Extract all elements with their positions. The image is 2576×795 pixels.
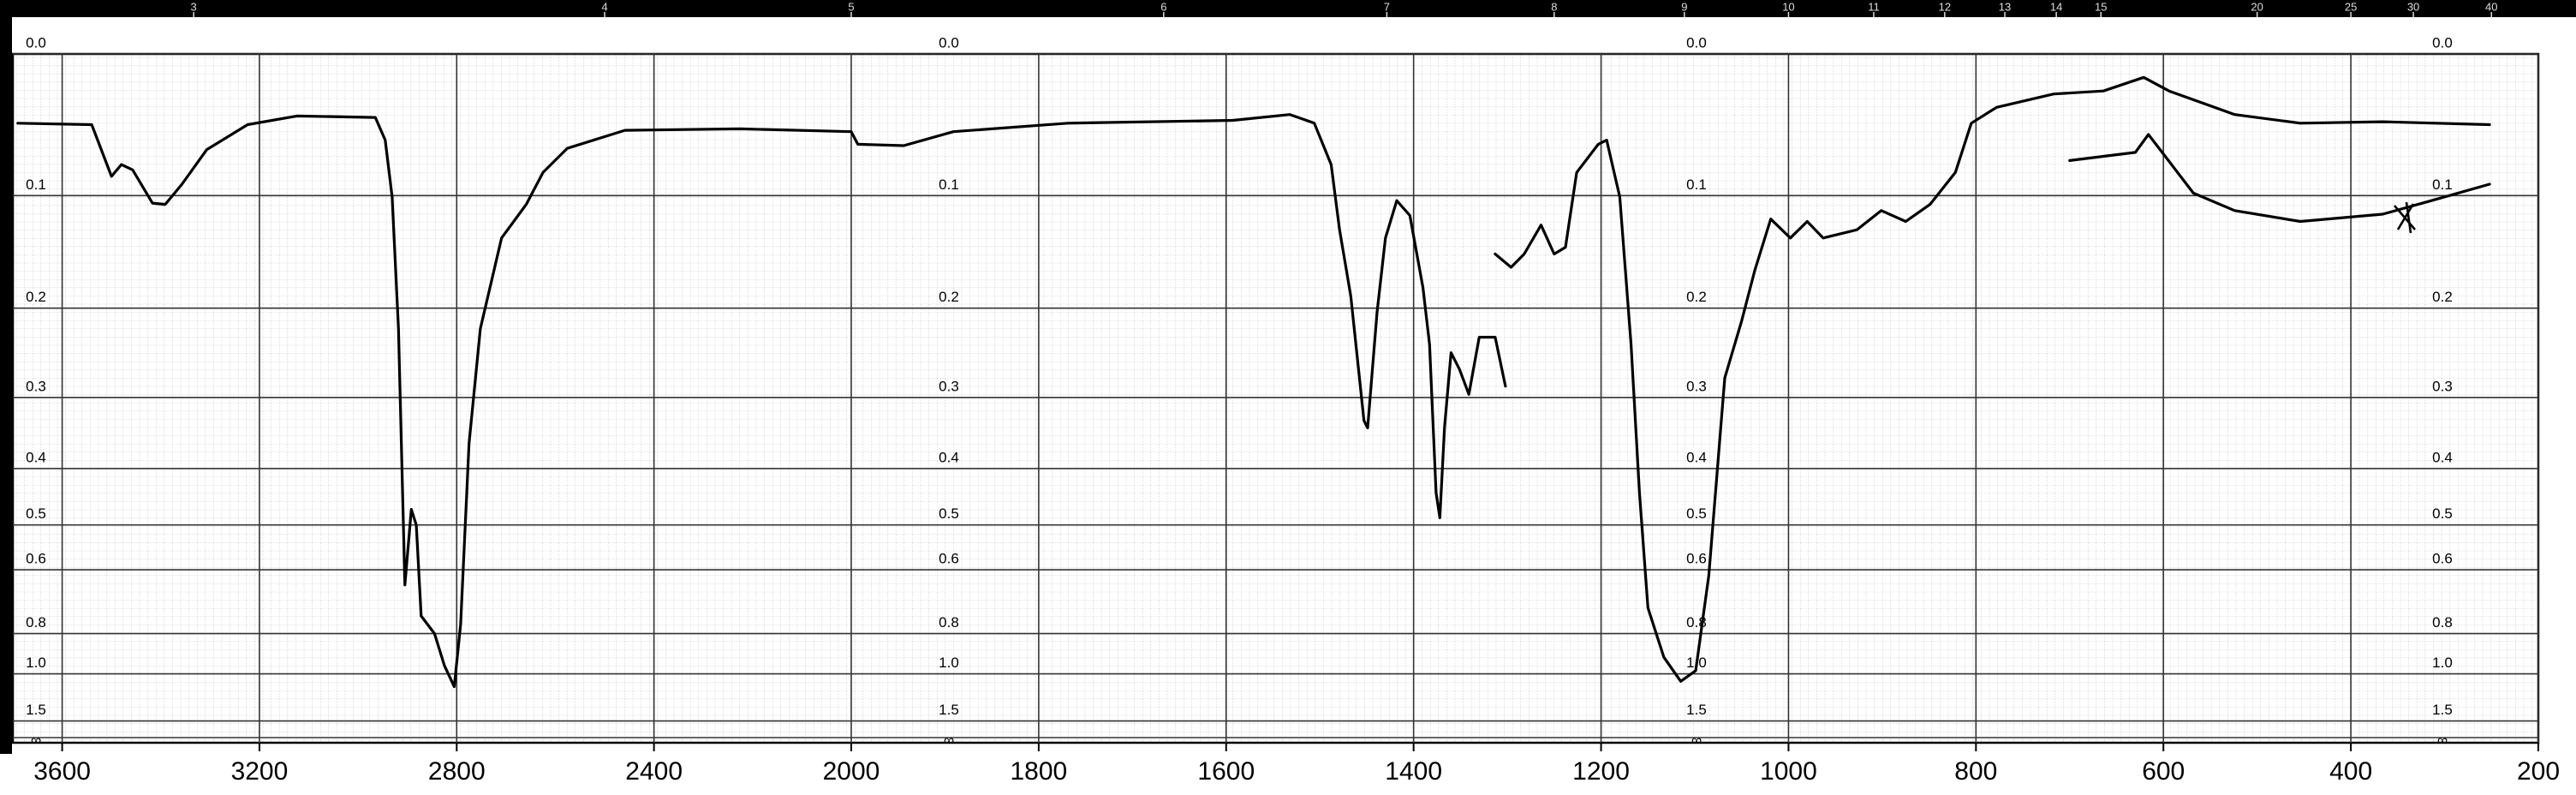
x2-tick-label: 12 [1939, 0, 1951, 13]
y-tick-label: 0.4 [26, 449, 46, 465]
y-tick-label: 0.1 [2432, 176, 2453, 193]
y-tick-label: 0.0 [2432, 34, 2453, 51]
y-tick-label: 0.5 [2432, 505, 2453, 522]
y-tick-label: 0.3 [1686, 379, 1707, 395]
y-tick-label: 0.6 [939, 551, 959, 567]
y-tick-label: 0.2 [939, 289, 959, 305]
y-tick-label: 0.8 [939, 614, 959, 631]
y-tick-label: 0.1 [26, 176, 46, 193]
x-tick-label: 400 [2329, 757, 2372, 786]
y-tick-label: 0.5 [26, 505, 46, 522]
y-tick-label: 1.0 [939, 655, 959, 671]
y-tick-label: 0.8 [26, 614, 46, 631]
x-tick-label: 1200 [1572, 757, 1630, 786]
spectrum-line [1494, 75, 2491, 683]
y-tick-label: 0.0 [1686, 34, 1707, 51]
y-tick-label: 0.2 [26, 289, 46, 305]
y-tick-label: 1.5 [2432, 702, 2453, 718]
y-end-label: ∞ [2437, 732, 2448, 748]
x2-tick-label: 40 [2485, 0, 2497, 13]
x-tick-label: 1600 [1197, 757, 1255, 786]
y-tick-label: 0.3 [2432, 379, 2453, 395]
y-tick-label: 0.5 [1686, 505, 1707, 522]
graph-paper [13, 54, 2538, 743]
x2-tick-label: 30 [2407, 0, 2419, 13]
y-tick-label: 0.0 [939, 34, 959, 51]
x2-tick-label: 25 [2345, 0, 2357, 13]
y-tick-label: 1.5 [1686, 702, 1707, 718]
x2-tick-label: 8 [1551, 0, 1557, 13]
y-end-label: ∞ [31, 732, 41, 748]
x2-tick-label: 20 [2251, 0, 2263, 13]
y-tick-label: 1.0 [2432, 655, 2453, 671]
x2-tick-label: 15 [2095, 0, 2107, 13]
x2-tick-label: 13 [1999, 0, 2011, 13]
x-tick-label: 2400 [625, 757, 683, 786]
x2-tick-label: 14 [2050, 0, 2062, 13]
y-end-label: ∞ [1691, 732, 1702, 748]
y-tick-label: 0.0 [26, 34, 46, 51]
x-tick-label: 3200 [231, 757, 289, 786]
x2-tick-label: 7 [1384, 0, 1390, 13]
y-tick-label: 0.4 [2432, 449, 2453, 465]
y-tick-label: 1.5 [26, 702, 46, 718]
x-tick-label: 2000 [823, 757, 880, 786]
x2-tick-label: 11 [1868, 0, 1880, 13]
y-tick-label: 0.1 [1686, 176, 1707, 193]
x-tick-label: 1800 [1011, 757, 1068, 786]
x-tick-label: 600 [2142, 757, 2185, 786]
x-tick-label: 1000 [1760, 757, 1817, 786]
x-tick-label: 3600 [33, 757, 91, 786]
spectrum-line [16, 113, 1507, 689]
x2-tick-label: 3 [191, 0, 197, 13]
y-tick-label: 0.5 [939, 505, 959, 522]
y-tick-label: 0.4 [939, 449, 959, 465]
x2-tick-label: 4 [601, 0, 607, 13]
y-tick-label: 0.4 [1686, 449, 1707, 465]
y-tick-label: 0.1 [939, 176, 959, 193]
x-tick-label: 2800 [428, 757, 486, 786]
x2-tick-label: 5 [848, 0, 854, 13]
spectrum-line [2068, 133, 2491, 224]
y-tick-label: 0.3 [26, 379, 46, 395]
y-tick-label: 1.0 [26, 655, 46, 671]
left-band [0, 0, 12, 754]
y-tick-label: 0.6 [2432, 551, 2453, 567]
y-tick-label: 0.6 [1686, 551, 1707, 567]
y-end-label: ∞ [944, 732, 954, 748]
y-tick-label: 0.2 [2432, 289, 2453, 305]
x2-tick-label: 10 [1782, 0, 1794, 13]
top-band [0, 0, 2576, 17]
x2-tick-label: 9 [1681, 0, 1687, 13]
y-tick-label: 0.8 [2432, 614, 2453, 631]
x-tick-label: 800 [1954, 757, 1997, 786]
x-tick-label: 1400 [1385, 757, 1442, 786]
y-tick-label: 0.2 [1686, 289, 1707, 305]
y-tick-label: 0.6 [26, 551, 46, 567]
y-tick-label: 0.3 [939, 379, 959, 395]
x-tick-label: 200 [2517, 757, 2560, 786]
x2-tick-label: 6 [1160, 0, 1166, 13]
y-tick-label: 1.5 [939, 702, 959, 718]
